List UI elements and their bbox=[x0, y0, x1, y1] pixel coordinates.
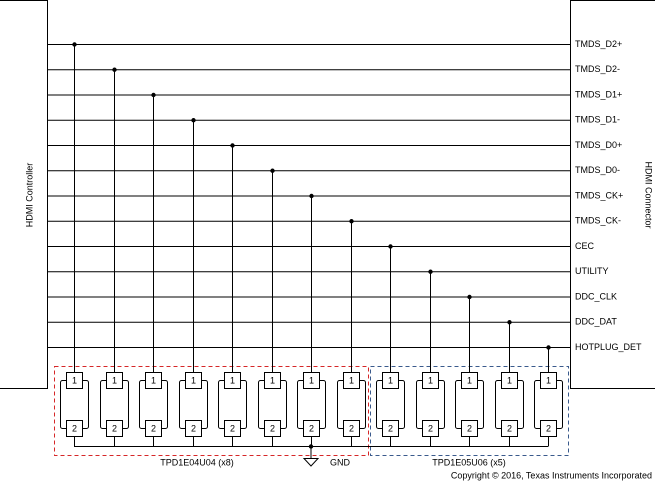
pin-box bbox=[422, 372, 439, 389]
pin-label: 2 bbox=[467, 423, 472, 433]
pin-label: 2 bbox=[270, 423, 275, 433]
signal-label: TMDS_CK+ bbox=[575, 190, 623, 200]
ground-label: GND bbox=[330, 457, 351, 467]
pin-label: 1 bbox=[467, 375, 472, 385]
junction-dot bbox=[191, 118, 196, 123]
junction-dot bbox=[428, 269, 433, 274]
signal-label: TMDS_D1+ bbox=[575, 89, 622, 99]
pin-box bbox=[264, 372, 281, 389]
signal-label: CEC bbox=[575, 241, 595, 251]
junction-dot bbox=[230, 143, 235, 148]
pin-box bbox=[501, 372, 518, 389]
copyright: Copyright © 2016, Texas Instruments Inco… bbox=[451, 470, 652, 480]
pin-box bbox=[145, 372, 162, 389]
group-label: TPD1E05U06 (x5) bbox=[432, 457, 506, 467]
junction-dot bbox=[467, 294, 472, 300]
signal-label: DDC_DAT bbox=[575, 317, 617, 327]
pin-label: 2 bbox=[112, 423, 117, 433]
pin-label: 2 bbox=[151, 423, 156, 433]
pin-label: 1 bbox=[72, 375, 77, 385]
pin-box bbox=[224, 372, 241, 389]
signal-label: TMDS_CK- bbox=[575, 216, 621, 226]
signal-label: TMDS_D2- bbox=[575, 64, 620, 74]
junction-dot bbox=[72, 42, 77, 47]
pin-box bbox=[106, 372, 123, 389]
signal-label: TMDS_D0+ bbox=[575, 140, 622, 150]
junction-dot bbox=[151, 92, 156, 98]
junction-dot bbox=[349, 219, 354, 224]
pin-label: 2 bbox=[507, 423, 512, 433]
pin-label: 1 bbox=[191, 375, 196, 385]
pin-label: 1 bbox=[151, 375, 156, 385]
group-box-1 bbox=[54, 366, 369, 456]
pin-label: 1 bbox=[309, 375, 314, 385]
signal-label: TMDS_D1- bbox=[575, 115, 620, 125]
signal-label: TMDS_D2+ bbox=[575, 39, 622, 49]
pin-label: 1 bbox=[507, 375, 512, 385]
pin-label: 2 bbox=[349, 423, 354, 433]
connector-label: HDMI Connector bbox=[644, 161, 654, 228]
pin-label: 1 bbox=[112, 375, 117, 385]
pin-label: 2 bbox=[546, 423, 551, 433]
pin-box bbox=[185, 372, 202, 389]
connector-box bbox=[570, 0, 655, 389]
pin-box bbox=[382, 372, 399, 389]
signal-label: UTILITY bbox=[575, 266, 609, 276]
pin-label: 1 bbox=[388, 375, 393, 385]
pin-label: 2 bbox=[191, 423, 196, 433]
signal-label: TMDS_D0- bbox=[575, 165, 620, 175]
ground-symbol bbox=[302, 458, 320, 467]
pin-label: 2 bbox=[309, 423, 314, 433]
signal-label: DDC_CLK bbox=[575, 291, 617, 301]
controller-label: HDMI Controller bbox=[24, 163, 34, 228]
pin-box bbox=[461, 372, 478, 389]
pin-box bbox=[540, 372, 557, 389]
junction-dot bbox=[270, 168, 275, 173]
controller-box bbox=[0, 0, 48, 389]
pin-label: 2 bbox=[388, 423, 393, 433]
pin-label: 1 bbox=[270, 375, 275, 385]
pin-label: 2 bbox=[428, 423, 433, 433]
junction-dot bbox=[309, 193, 314, 199]
pin-label: 1 bbox=[428, 375, 433, 385]
signal-label: HOTPLUG_DET bbox=[575, 342, 642, 352]
pin-label: 2 bbox=[230, 423, 235, 433]
group-label: TPD1E04U04 (x8) bbox=[160, 457, 234, 467]
pin-label: 1 bbox=[349, 375, 354, 385]
pin-box bbox=[66, 372, 83, 389]
pin-label: 1 bbox=[546, 375, 551, 385]
pin-box bbox=[303, 372, 320, 389]
pin-label: 1 bbox=[230, 375, 235, 385]
pin-box bbox=[343, 372, 360, 389]
junction-dot bbox=[546, 345, 551, 350]
junction-dot bbox=[507, 320, 512, 325]
pin-label: 2 bbox=[72, 423, 77, 433]
junction-dot bbox=[112, 67, 117, 72]
junction-dot bbox=[388, 244, 393, 249]
